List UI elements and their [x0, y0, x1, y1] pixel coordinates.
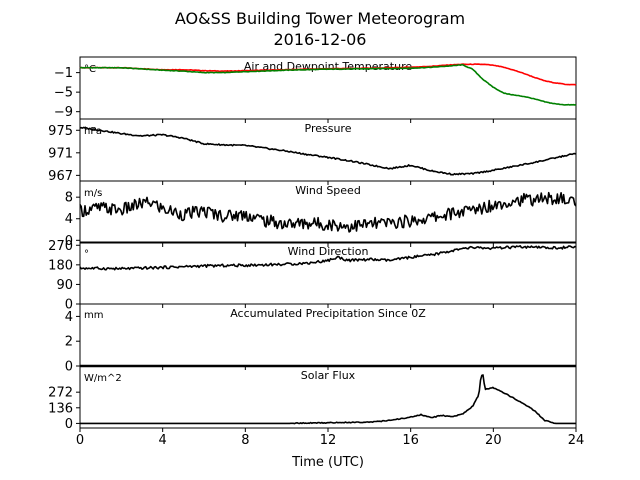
y-tick-label: −1 — [54, 66, 73, 81]
unit-label: hPa — [84, 126, 102, 137]
y-tick-label: 0 — [65, 234, 73, 249]
panel-title: Wind Direction — [288, 245, 369, 258]
x-tick-label: 12 — [320, 433, 337, 448]
panel-title: Pressure — [305, 122, 352, 135]
x-axis: 0 4 8 12 16 20 24 — [76, 433, 584, 448]
chart-subtitle: 2016-12-06 — [274, 30, 367, 49]
y-tick-label: 8 — [65, 191, 73, 206]
x-tick-label: 24 — [568, 433, 585, 448]
panel-4: 4 2 0 Accumulated Precipitation Since 0Z mm — [65, 303, 577, 375]
x-tick-label: 8 — [241, 433, 249, 448]
unit-label: W/m^2 — [84, 373, 122, 384]
unit-label: mm — [84, 310, 103, 321]
panel-title: Accumulated Precipitation Since 0Z — [230, 307, 426, 320]
panel-title: Solar Flux — [301, 369, 356, 382]
y-tick-label: 272 — [48, 386, 73, 401]
y-tick-label: 136 — [48, 401, 73, 416]
chart-title: AO&SS Building Tower Meteorogram — [175, 9, 465, 28]
y-tick-label: −9 — [54, 105, 73, 120]
y-tick-label: −5 — [54, 86, 73, 101]
x-tick-label: 4 — [159, 433, 167, 448]
series-line-0 — [79, 191, 577, 233]
series-line-0 — [79, 126, 577, 176]
series-line-0 — [79, 245, 577, 271]
series-line-1 — [79, 63, 577, 106]
x-axis-label: Time (UTC) — [291, 455, 364, 470]
y-tick-label: 971 — [48, 146, 73, 161]
x-tick-label: 0 — [76, 433, 84, 448]
y-tick-label: 90 — [56, 278, 73, 293]
x-tick-label: 20 — [485, 433, 502, 448]
y-tick-label: 2 — [65, 335, 73, 350]
y-tick-label: 4 — [65, 212, 73, 227]
y-tick-label: 0 — [65, 417, 73, 432]
panel-2: 8 4 0 Wind Speed m/s — [65, 180, 577, 249]
y-tick-label: 975 — [48, 124, 73, 139]
series-line-0 — [80, 374, 576, 425]
x-tick-label: 16 — [402, 433, 419, 448]
y-tick-label: 270 — [48, 239, 73, 254]
panel-1: 975 971 967 Pressure hPa — [48, 118, 577, 185]
y-tick-label: 967 — [48, 169, 73, 184]
panel-title: Wind Speed — [295, 184, 361, 197]
unit-label: ° — [84, 249, 89, 260]
y-tick-label: 4 — [65, 310, 73, 325]
unit-label: °C — [84, 64, 96, 75]
unit-label: m/s — [84, 188, 102, 199]
panel-3: 270 180 90 0 Wind Direction ° — [48, 239, 577, 313]
y-tick-label: 180 — [48, 258, 73, 273]
y-tick-label: 0 — [65, 360, 73, 375]
y-tick-label: 0 — [65, 298, 73, 313]
